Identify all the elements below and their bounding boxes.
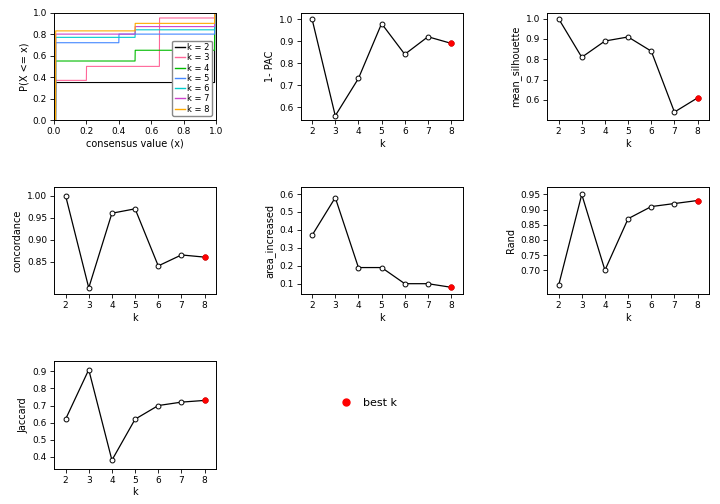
k = 7 — [177, 24, 186, 30]
k = 3 — [207, 15, 216, 21]
X-axis label: consensus value (x): consensus value (x) — [86, 139, 184, 149]
Line: k = 5: k = 5 — [54, 13, 216, 120]
k = 8 — [212, 10, 220, 16]
k = 6 — [50, 117, 58, 123]
k = 3 — [58, 77, 66, 83]
Legend: k = 2, k = 3, k = 4, k = 5, k = 6, k = 7, k = 8: k = 2, k = 3, k = 4, k = 5, k = 6, k = 7… — [172, 40, 212, 116]
k = 5 — [207, 31, 216, 37]
X-axis label: k: k — [379, 139, 384, 149]
k = 5 — [177, 31, 186, 37]
k = 7 — [58, 31, 66, 37]
Y-axis label: Rand: Rand — [505, 228, 516, 253]
X-axis label: k: k — [379, 313, 384, 323]
k = 5 — [210, 10, 219, 16]
k = 5 — [207, 31, 216, 37]
Line: k = 3: k = 3 — [54, 13, 216, 120]
Line: k = 4: k = 4 — [54, 13, 216, 120]
k = 5 — [125, 31, 133, 37]
Y-axis label: mean_silhouette: mean_silhouette — [510, 26, 521, 107]
k = 6 — [207, 27, 216, 33]
k = 2 — [129, 80, 138, 86]
k = 8 — [129, 28, 138, 34]
k = 7 — [50, 117, 58, 123]
k = 3 — [50, 117, 58, 123]
k = 2 — [50, 117, 58, 123]
k = 5 — [129, 31, 138, 37]
k = 6 — [58, 34, 66, 40]
Line: k = 6: k = 6 — [54, 13, 216, 120]
k = 2 — [212, 10, 220, 16]
Y-axis label: P(X <= x): P(X <= x) — [20, 42, 30, 91]
k = 6 — [207, 27, 216, 33]
k = 8 — [58, 28, 66, 34]
Line: k = 8: k = 8 — [54, 13, 216, 120]
k = 5 — [212, 10, 220, 16]
k = 6 — [210, 10, 219, 16]
k = 4 — [125, 58, 133, 64]
k = 2 — [177, 80, 186, 86]
k = 3 — [125, 64, 133, 70]
k = 3 — [129, 64, 138, 70]
Y-axis label: concordance: concordance — [13, 210, 23, 272]
k = 7 — [207, 24, 216, 30]
Line: k = 2: k = 2 — [54, 13, 216, 120]
k = 4 — [212, 10, 220, 16]
Line: k = 7: k = 7 — [54, 13, 216, 120]
Y-axis label: 1- PAC: 1- PAC — [265, 51, 275, 82]
k = 8 — [207, 20, 216, 26]
k = 7 — [125, 31, 133, 37]
X-axis label: k: k — [625, 139, 631, 149]
k = 2 — [207, 80, 216, 86]
k = 4 — [129, 58, 138, 64]
k = 3 — [212, 10, 220, 16]
k = 7 — [129, 31, 138, 37]
k = 8 — [177, 20, 186, 26]
X-axis label: k: k — [625, 313, 631, 323]
k = 8 — [207, 20, 216, 26]
k = 3 — [210, 10, 219, 16]
k = 2 — [207, 80, 216, 86]
k = 4 — [58, 58, 66, 64]
X-axis label: k: k — [132, 487, 138, 497]
k = 6 — [212, 10, 220, 16]
k = 4 — [207, 47, 216, 53]
k = 3 — [207, 15, 216, 21]
k = 4 — [210, 10, 219, 16]
k = 8 — [210, 10, 219, 16]
k = 5 — [58, 40, 66, 46]
k = 4 — [207, 47, 216, 53]
k = 2 — [58, 80, 66, 86]
k = 8 — [125, 28, 133, 34]
k = 6 — [129, 34, 138, 40]
k = 5 — [50, 117, 58, 123]
Y-axis label: area_increased: area_increased — [264, 204, 275, 278]
k = 4 — [50, 117, 58, 123]
k = 7 — [212, 10, 220, 16]
k = 7 — [210, 10, 219, 16]
Legend: best k: best k — [330, 394, 401, 412]
k = 6 — [177, 27, 186, 33]
k = 6 — [125, 34, 133, 40]
k = 3 — [177, 15, 186, 21]
k = 2 — [210, 10, 219, 16]
X-axis label: k: k — [132, 313, 138, 323]
k = 4 — [177, 47, 186, 53]
Y-axis label: Jaccard: Jaccard — [19, 397, 29, 433]
k = 8 — [50, 117, 58, 123]
k = 2 — [125, 80, 133, 86]
k = 7 — [207, 24, 216, 30]
